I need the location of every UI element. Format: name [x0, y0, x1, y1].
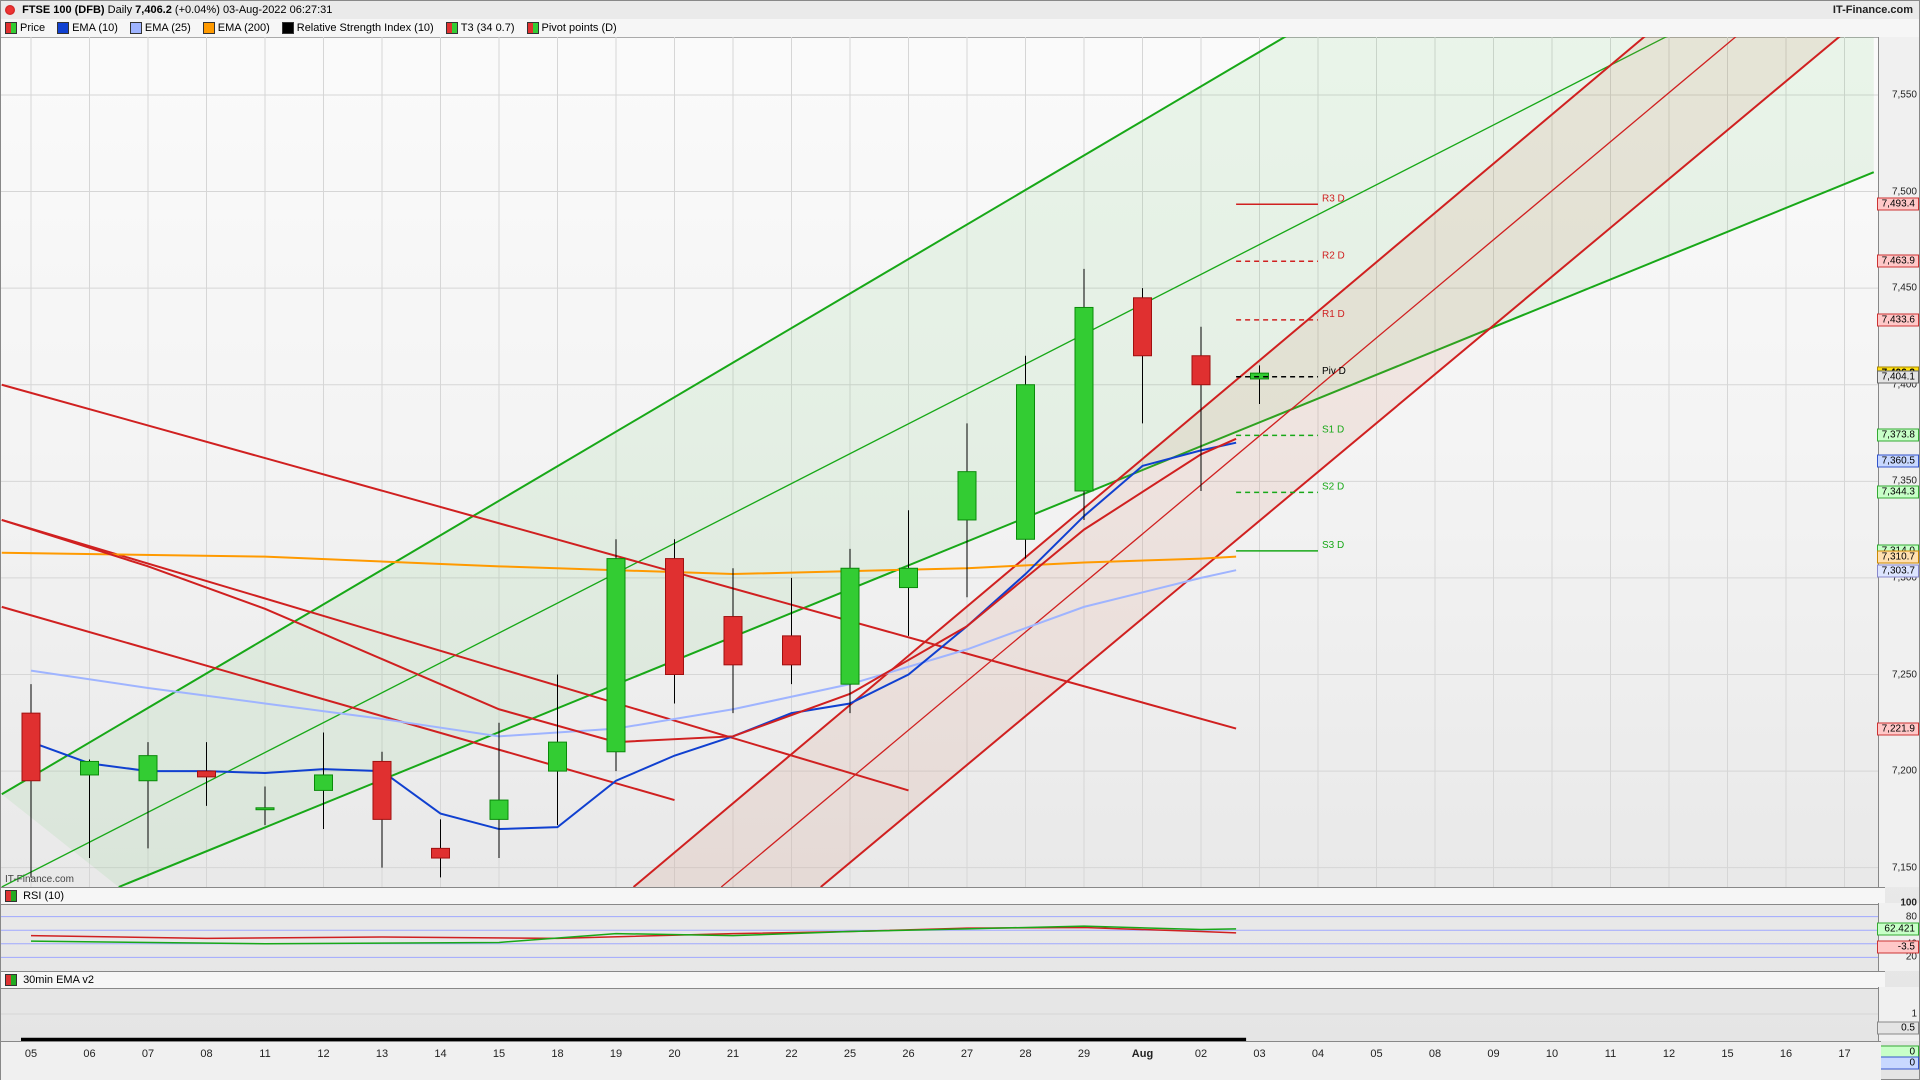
title-price: 7,406.2: [135, 4, 172, 16]
x-tick: 05: [25, 1048, 37, 1060]
x-tick: 26: [902, 1048, 914, 1060]
ema-header-label: 30min EMA v2: [23, 974, 94, 986]
ema-panel[interactable]: [1, 987, 1881, 1041]
rsi-svg: [1, 903, 1881, 971]
x-tick: 09: [1487, 1048, 1499, 1060]
x-tick: 06: [83, 1048, 95, 1060]
x-tick: 05: [1370, 1048, 1382, 1060]
x-tick: 18: [551, 1048, 563, 1060]
legend-item[interactable]: T3 (34 0.7): [446, 19, 515, 37]
svg-text:S2 D: S2 D: [1322, 481, 1344, 492]
title-tf: Daily: [108, 4, 132, 16]
price-svg: R3 D R2 D R1 D Piv D S1 D S2 D S3 D: [1, 37, 1881, 887]
price-panel[interactable]: R3 D R2 D R1 D Piv D S1 D S2 D S3 D IT-Finance…: [1, 37, 1881, 887]
x-tick: 21: [727, 1048, 739, 1060]
svg-text:S3 D: S3 D: [1322, 540, 1344, 551]
x-tick: 12: [317, 1048, 329, 1060]
rsi-yaxis: 1008060402062.421-3.5: [1878, 903, 1919, 971]
legend-item[interactable]: Relative Strength Index (10): [282, 19, 434, 37]
rsi-panel[interactable]: [1, 903, 1881, 971]
title-ts: 03-Aug-2022 06:27:31: [223, 4, 332, 16]
svg-text:R3 D: R3 D: [1322, 193, 1345, 204]
legend-item[interactable]: Price: [5, 19, 45, 37]
x-tick: 11: [1605, 1048, 1616, 1060]
x-tick: 04: [1312, 1048, 1324, 1060]
x-tick: 29: [1078, 1048, 1090, 1060]
x-tick: 03: [1253, 1048, 1265, 1060]
x-tick: 14: [434, 1048, 446, 1060]
rsi-icon: [5, 890, 17, 902]
x-tick: 16: [1780, 1048, 1792, 1060]
legend-item[interactable]: Pivot points (D): [527, 19, 617, 37]
x-tick: 25: [844, 1048, 856, 1060]
svg-text:S1 D: S1 D: [1322, 424, 1344, 435]
x-axis: 05 06 07 08 11 12 13 14 15 18 19 20 21 22 25 26 27 28 29 Au…: [1, 1041, 1881, 1080]
legend-item[interactable]: EMA (25): [130, 19, 191, 37]
legend-item[interactable]: EMA (10): [57, 19, 118, 37]
x-tick: 13: [376, 1048, 388, 1060]
x-tick: 15: [1721, 1048, 1733, 1060]
x-tick: 07: [142, 1048, 154, 1060]
svg-text:R1 D: R1 D: [1322, 309, 1345, 320]
watermark: IT-Finance.com: [5, 874, 74, 885]
svg-text:Piv D: Piv D: [1322, 366, 1346, 377]
svg-text:R2 D: R2 D: [1322, 250, 1345, 261]
x-tick: 20: [668, 1048, 680, 1060]
x-tick: 08: [200, 1048, 212, 1060]
x-tick: 27: [961, 1048, 973, 1060]
x-tick: 12: [1663, 1048, 1675, 1060]
x-tick: 08: [1429, 1048, 1441, 1060]
x-tick: 22: [785, 1048, 797, 1060]
legend-bar: Price EMA (10) EMA (25) EMA (200) Relative S…: [1, 19, 1919, 38]
chart-icon: [5, 5, 15, 15]
title-symbol: FTSE 100 (DFB): [22, 4, 105, 16]
price-yaxis: 7,1507,2007,2507,3007,3507,4007,4507,500…: [1878, 37, 1919, 887]
x-tick: 17: [1838, 1048, 1850, 1060]
x-tick: 19: [610, 1048, 622, 1060]
title-bar: FTSE 100 (DFB) Daily 7,406.2 (+0.04%) 03…: [1, 1, 1919, 20]
brand-label: IT-Finance.com: [1833, 1, 1913, 19]
rsi-header-label: RSI (10): [23, 890, 64, 902]
x-tick: 15: [493, 1048, 505, 1060]
x-tick: 02: [1195, 1048, 1207, 1060]
ema-icon: [5, 974, 17, 986]
x-tick: 10: [1546, 1048, 1558, 1060]
legend-item[interactable]: EMA (200): [203, 19, 270, 37]
x-tick: Aug: [1132, 1048, 1153, 1060]
ema-yaxis: 10.50.500: [1878, 987, 1919, 1041]
x-tick: 28: [1019, 1048, 1031, 1060]
title-chg: (+0.04%): [175, 4, 220, 16]
x-tick: 11: [259, 1048, 270, 1060]
ema-svg: [1, 987, 1881, 1041]
